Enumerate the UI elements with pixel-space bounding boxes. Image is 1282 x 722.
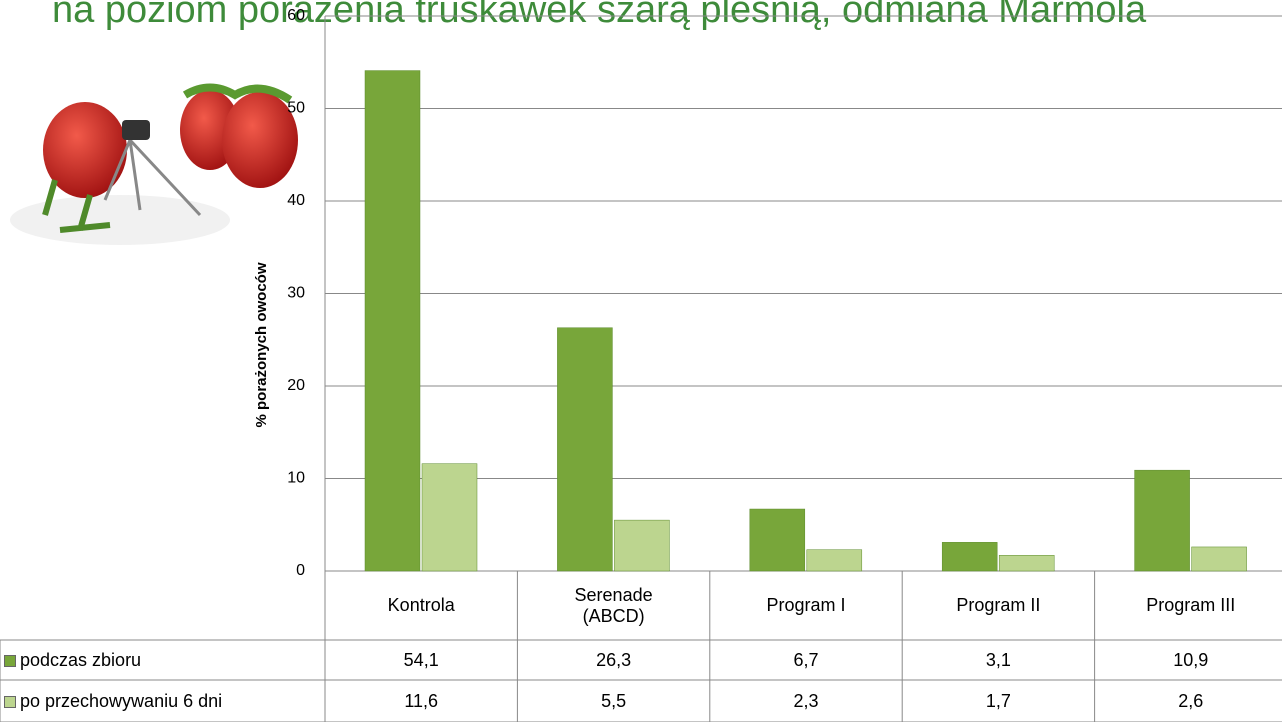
- bar: [999, 555, 1054, 571]
- table-value-text: 26,3: [596, 650, 631, 671]
- legend-label-text: podczas zbioru: [20, 650, 141, 671]
- table-value-text: 3,1: [986, 650, 1011, 671]
- table-value-text: 2,3: [793, 691, 818, 712]
- table-value: 2,3: [710, 681, 902, 722]
- y-tick-label: 20: [287, 377, 305, 394]
- y-tick-label: 30: [287, 285, 305, 302]
- table-value: 3,1: [902, 640, 1094, 681]
- page: na poziom porażenia truskawek szarą pleś…: [0, 0, 1282, 722]
- x-tick-label: Program III: [1095, 571, 1282, 640]
- bar: [807, 550, 862, 571]
- table-value-text: 54,1: [404, 650, 439, 671]
- bar: [750, 509, 805, 571]
- y-axis-label: % porażonych owoców: [253, 262, 270, 427]
- table-value: 2,6: [1095, 681, 1282, 722]
- y-tick-label: 10: [287, 470, 305, 487]
- legend-swatch: [4, 696, 16, 708]
- x-tick-label: Kontrola: [325, 571, 517, 640]
- table-value-text: 5,5: [601, 691, 626, 712]
- bar: [365, 71, 420, 571]
- table-value: 26,3: [517, 640, 709, 681]
- bar: [942, 542, 997, 571]
- strawberry-illustration: [10, 88, 298, 246]
- table-value-text: 11,6: [404, 691, 438, 712]
- table-value: 6,7: [710, 640, 902, 681]
- y-tick-label: 50: [287, 100, 305, 117]
- y-tick-label: 40: [287, 192, 305, 209]
- x-tick-label-text: Program II: [956, 595, 1040, 616]
- table-value-text: 2,6: [1178, 691, 1203, 712]
- table-value: 11,6: [325, 681, 517, 722]
- bar: [557, 328, 612, 571]
- table-value-text: 10,9: [1173, 650, 1208, 671]
- y-tick-label: 60: [287, 7, 305, 24]
- table-value: 5,5: [517, 681, 709, 722]
- bar: [614, 520, 669, 571]
- table-value: 1,7: [902, 681, 1094, 722]
- x-tick-label: Serenade (ABCD): [517, 571, 709, 640]
- table-value-text: 6,7: [793, 650, 818, 671]
- x-tick-label: Program II: [902, 571, 1094, 640]
- bar: [1192, 547, 1247, 571]
- x-tick-label-text: Serenade (ABCD): [559, 585, 669, 627]
- bar: [1135, 470, 1190, 571]
- legend-label: po przechowywaniu 6 dni: [0, 681, 325, 722]
- legend-swatch: [4, 655, 16, 667]
- x-tick-label-text: Program III: [1146, 595, 1235, 616]
- table-value: 10,9: [1095, 640, 1282, 681]
- x-tick-label-text: Kontrola: [388, 595, 455, 616]
- legend-label: podczas zbioru: [0, 640, 325, 681]
- table-value-text: 1,7: [986, 691, 1011, 712]
- bar: [422, 464, 477, 571]
- table-value: 54,1: [325, 640, 517, 681]
- x-tick-label: Program I: [710, 571, 902, 640]
- y-tick-label: 0: [296, 562, 305, 579]
- legend-label-text: po przechowywaniu 6 dni: [20, 691, 222, 712]
- x-tick-label-text: Program I: [766, 595, 845, 616]
